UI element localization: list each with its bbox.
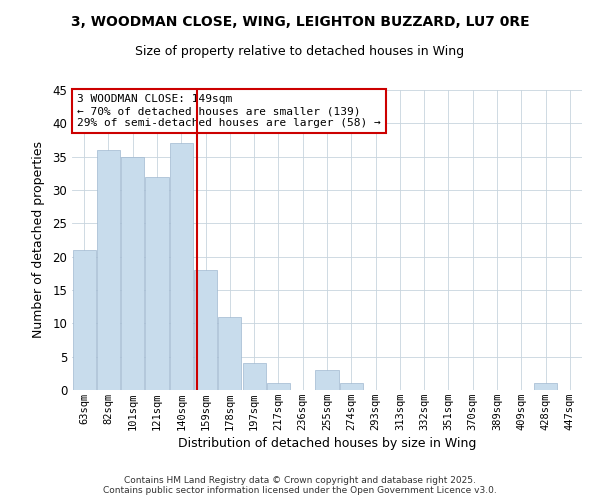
X-axis label: Distribution of detached houses by size in Wing: Distribution of detached houses by size … — [178, 437, 476, 450]
Bar — [145, 176, 169, 390]
Y-axis label: Number of detached properties: Number of detached properties — [32, 142, 46, 338]
Bar — [267, 384, 290, 390]
Text: Contains HM Land Registry data © Crown copyright and database right 2025.
Contai: Contains HM Land Registry data © Crown c… — [103, 476, 497, 495]
Bar — [316, 370, 338, 390]
Text: Size of property relative to detached houses in Wing: Size of property relative to detached ho… — [136, 45, 464, 58]
Bar — [73, 250, 95, 390]
Bar — [170, 144, 193, 390]
Bar — [340, 384, 363, 390]
Bar — [218, 316, 241, 390]
Bar — [97, 150, 120, 390]
Bar — [534, 384, 557, 390]
Bar — [194, 270, 217, 390]
Text: 3, WOODMAN CLOSE, WING, LEIGHTON BUZZARD, LU7 0RE: 3, WOODMAN CLOSE, WING, LEIGHTON BUZZARD… — [71, 15, 529, 29]
Text: 3 WOODMAN CLOSE: 149sqm
← 70% of detached houses are smaller (139)
29% of semi-d: 3 WOODMAN CLOSE: 149sqm ← 70% of detache… — [77, 94, 381, 128]
Bar — [242, 364, 266, 390]
Bar — [121, 156, 144, 390]
